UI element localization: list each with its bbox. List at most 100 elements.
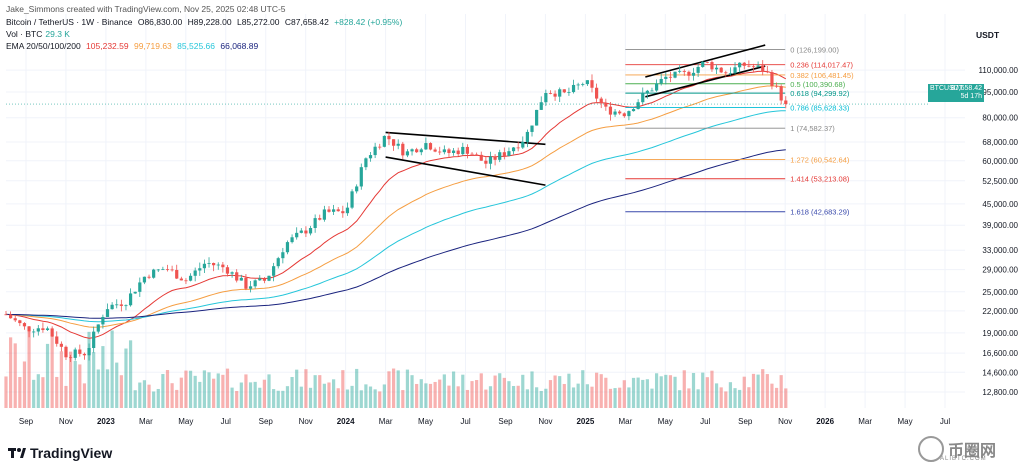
candle-body [221,264,225,268]
volume-bar [714,383,719,408]
volume-bar [456,386,460,408]
y-tick-label: 68,000.00 [982,138,1018,147]
ema100-line [5,110,786,323]
volume-bar [627,387,631,408]
volume-bar [710,370,714,408]
candle-body [493,156,497,160]
symbol-title: Bitcoin / TetherUS · 1W · Binance [6,17,133,27]
candle-body [622,113,626,117]
candle-body [230,272,234,274]
candle-body [341,211,345,214]
volume-bar [428,383,433,408]
x-tick-label: May [178,417,193,426]
volume-bar [770,383,774,408]
volume-bar [55,376,59,408]
volume-legend: Vol · BTC 29.3 K [6,29,70,39]
candle-body [479,154,483,161]
candle-body [327,209,331,212]
candle-body [105,309,110,317]
volume-bar [424,383,428,408]
candle-body [152,269,156,278]
candle-body [488,156,493,164]
candle-body [751,66,756,68]
volume-bar [359,390,363,408]
tradingview-logo[interactable]: TradingView [8,445,112,461]
candle-body [368,155,373,159]
volume-bar [535,387,539,408]
volume-bar [101,346,105,408]
volume-bar [484,389,488,408]
fib-label: 0.236 (114,017.47) [790,61,853,70]
candle-body [355,186,359,192]
candle-body [110,304,114,310]
volume-bar [124,348,128,408]
candle-body [13,318,17,321]
volume-bar [350,385,354,408]
candle-body [308,227,313,234]
volume-bar [396,370,400,408]
ohlc-open: O86,830.00 [137,17,183,27]
candle-body [438,151,442,153]
volume-bar [733,388,737,408]
candle-body [502,152,506,156]
ema100-value: 85,525.66 [177,41,215,51]
volume-bar [281,390,285,408]
y-tick-label: 60,000.00 [982,157,1018,166]
x-tick-label: May [898,417,913,426]
candle-body [604,103,608,107]
volume-bar [152,391,156,408]
candle-body [350,191,354,208]
candle-body [82,353,87,356]
candle-body [147,276,151,278]
volume-bar [147,384,151,408]
volume-bar [165,370,170,408]
candle-body [45,328,50,331]
volume-bar [318,375,322,408]
watermark-icon [918,436,944,462]
volume-bar [262,379,266,408]
candle-body [281,252,285,259]
candle-body [170,269,174,271]
volume-bar [470,381,474,408]
candle-body [664,76,668,79]
candle-body [447,149,451,153]
candle-body [484,160,488,164]
candle-body [530,125,534,132]
volume-bar [119,375,123,408]
volume-bar [391,368,396,408]
y-tick-label: 33,000.00 [982,246,1018,255]
candle-body [253,280,257,287]
volume-bar [751,373,756,408]
candle-body [78,349,82,354]
x-tick-label: 2024 [337,417,355,426]
y-tick-label: 95,000.00 [982,88,1018,97]
tradingview-icon [8,448,26,458]
candle-body [747,65,751,67]
volume-bar [50,334,54,408]
volume-bar [105,369,110,408]
volume-bar [451,371,456,408]
candle-body [475,154,479,156]
candle-body [548,93,553,94]
ema20-value: 105,232.59 [86,41,129,51]
volume-bar [668,375,673,408]
ema-legend: EMA 20/50/100/200 105,232.59 99,719.63 8… [6,41,259,51]
grid [6,14,965,408]
candle-body [498,152,502,160]
candle-body [387,135,391,140]
ohlc-low: L85,272.00 [236,17,280,27]
volume-bar [502,377,506,408]
candle-body [124,305,128,307]
candle-body [299,230,303,233]
candle-body [322,209,326,220]
volume-bar [415,383,419,408]
volume-bar [673,376,677,408]
volume-bar [216,373,220,408]
candle-body [710,62,714,70]
volume-bar [548,380,553,408]
wedge-lower-trendline [645,65,766,98]
candle-body [539,102,543,110]
candle-body [285,242,290,253]
ohlc-close: C87,658.42 [284,17,329,27]
